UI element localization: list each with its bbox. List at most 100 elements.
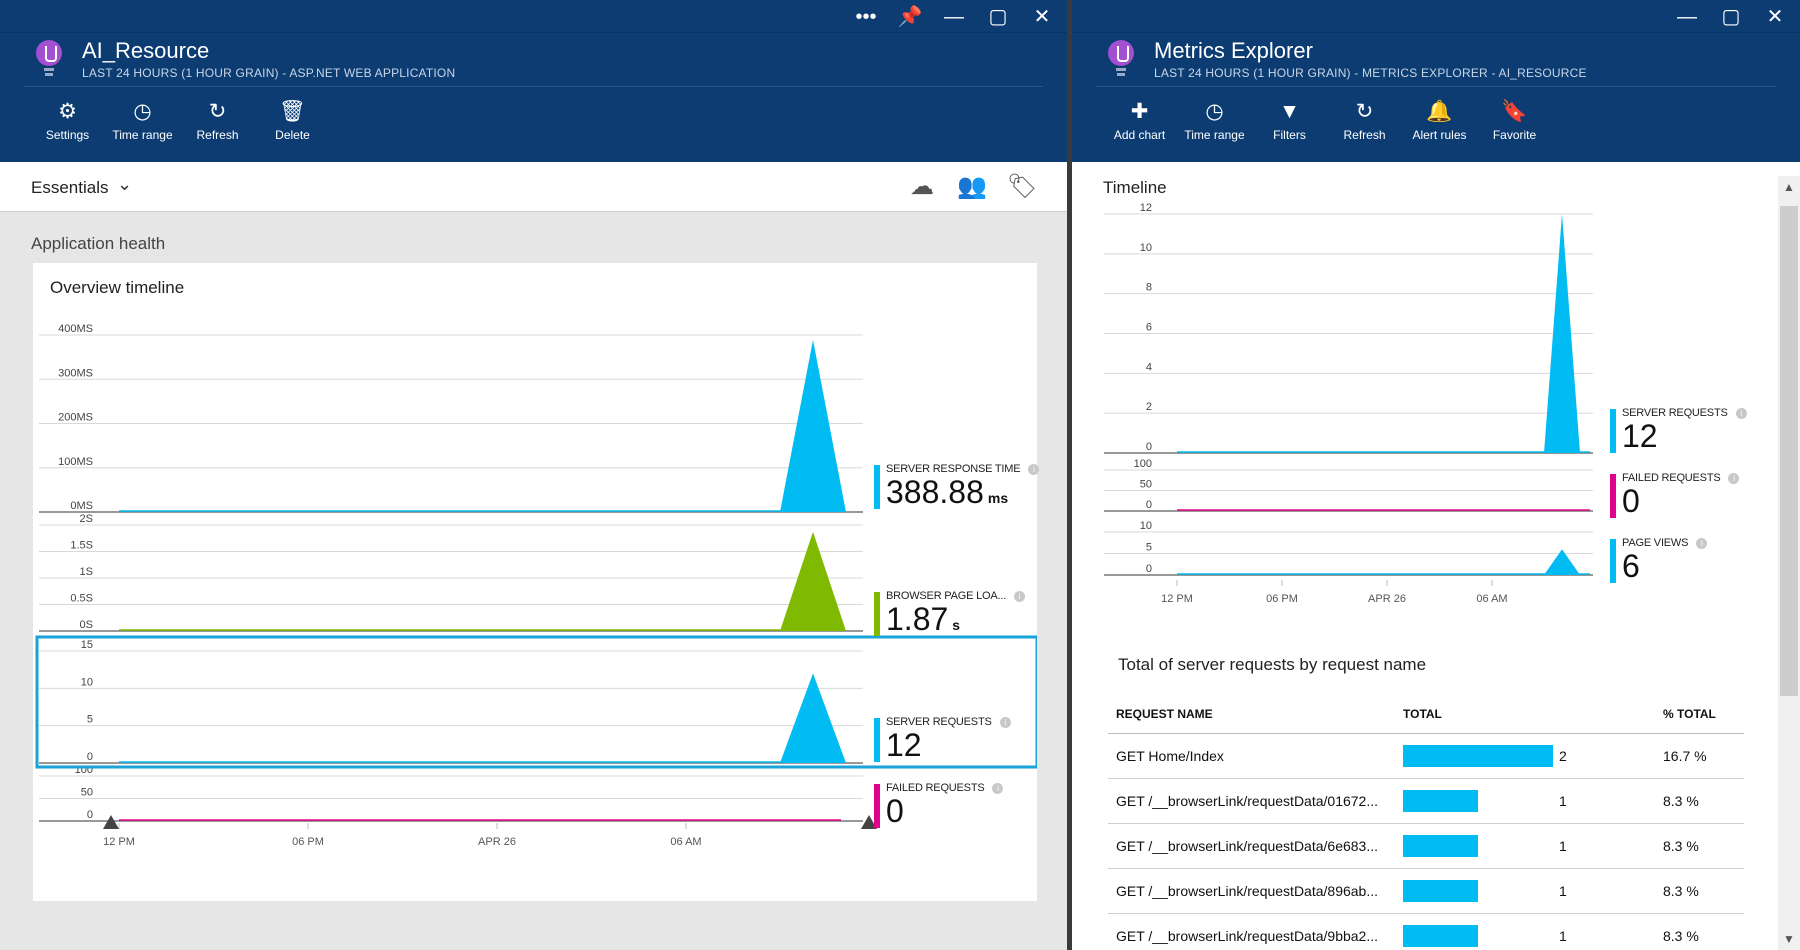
filters-button[interactable]: ▼ Filters bbox=[1252, 98, 1327, 142]
metric-value: 1.87 bbox=[886, 601, 949, 637]
total-bar bbox=[1403, 744, 1553, 767]
column-header-pct-total[interactable]: % TOTAL bbox=[1655, 695, 1744, 734]
table-row[interactable]: GET /__browserLink/requestData/6e683... 1… bbox=[1108, 823, 1744, 869]
info-icon[interactable]: i bbox=[1728, 473, 1740, 484]
metrics-explorer-blade: — ▢ ✕ Metrics Explorer LAST 24 HOURS (1 … bbox=[1072, 0, 1800, 950]
bell-icon: 🔔 bbox=[1426, 100, 1453, 123]
close-icon[interactable]: ✕ bbox=[1033, 6, 1051, 28]
users-icon[interactable]: 👥 bbox=[957, 173, 987, 200]
time-range-button[interactable]: ◷ Time range bbox=[105, 98, 180, 142]
request-name-cell[interactable]: GET /__browserLink/requestData/01672... bbox=[1108, 778, 1403, 824]
vertical-scrollbar[interactable]: ▲ ▼ bbox=[1778, 176, 1800, 950]
table-row[interactable]: GET /__browserLink/requestData/896ab... 1… bbox=[1108, 868, 1744, 914]
info-icon[interactable]: i bbox=[1028, 464, 1040, 475]
minimize-icon[interactable]: — bbox=[944, 6, 964, 28]
y-tick-label: 10 bbox=[1140, 520, 1152, 532]
metric-value: 6 bbox=[1622, 548, 1640, 584]
close-icon[interactable]: ✕ bbox=[1766, 6, 1784, 28]
request-name-cell[interactable]: GET /__browserLink/requestData/9bba2... bbox=[1108, 913, 1403, 950]
refresh-button[interactable]: ↻ Refresh bbox=[1327, 98, 1402, 142]
info-icon[interactable]: i bbox=[992, 783, 1004, 794]
gear-icon: ⚙ bbox=[58, 100, 77, 123]
series-peak bbox=[780, 673, 846, 763]
x-tick-label: 06 AM bbox=[670, 836, 701, 848]
y-tick-label: 100 bbox=[1134, 458, 1152, 470]
chevron-down-icon[interactable]: ⌄ bbox=[117, 174, 133, 194]
table-row[interactable]: GET /__browserLink/requestData/9bba2... 1… bbox=[1108, 913, 1744, 950]
metric-name: SERVER REQUESTS bbox=[1622, 407, 1728, 419]
add-chart-button[interactable]: ✚ Add chart bbox=[1102, 98, 1177, 142]
request-name-cell[interactable]: GET /__browserLink/requestData/896ab... bbox=[1108, 868, 1403, 914]
metric-color-bar bbox=[874, 784, 880, 828]
request-name-cell[interactable]: GET /__browserLink/requestData/6e683... bbox=[1108, 823, 1403, 869]
table-row[interactable]: GET Home/Index 2 16.7 % bbox=[1108, 733, 1744, 779]
y-tick-label: 6 bbox=[1146, 322, 1152, 334]
metric-failed-requests[interactable]: FAILED REQUESTS i 0 bbox=[874, 782, 1004, 828]
metric-value: 12 bbox=[1622, 418, 1658, 454]
metric-server-response-time[interactable]: SERVER RESPONSE TIME i 388.88 ms bbox=[874, 463, 1040, 515]
scrollbar-thumb[interactable] bbox=[1780, 206, 1798, 696]
blade-title: Metrics Explorer bbox=[1154, 38, 1313, 63]
total-bar bbox=[1403, 924, 1478, 947]
metric-unit: ms bbox=[987, 490, 1009, 506]
info-icon[interactable]: i bbox=[999, 717, 1011, 728]
pin-icon[interactable]: 📌 bbox=[897, 6, 923, 28]
maximize-icon[interactable]: ▢ bbox=[988, 6, 1008, 28]
blade-header: ••• 📌 — ▢ ✕ AI_Resource LAST 24 HOURS (1… bbox=[0, 0, 1067, 162]
essentials-bar[interactable]: Essentials ⌄ ☁ 👥 🏷 bbox=[0, 162, 1067, 212]
y-tick-label: 50 bbox=[1140, 479, 1152, 491]
info-icon[interactable]: i bbox=[1696, 538, 1708, 549]
y-tick-label: 300MS bbox=[58, 367, 93, 379]
table-title: Total of server requests by request name bbox=[1118, 655, 1427, 674]
metric-name: SERVER RESPONSE TIME bbox=[886, 463, 1021, 475]
y-tick-label: 50 bbox=[81, 787, 93, 799]
metric-server-requests[interactable]: SERVER REQUESTS i 12 bbox=[874, 716, 1011, 762]
y-tick-label: 1.5S bbox=[70, 540, 93, 552]
more-icon[interactable]: ••• bbox=[855, 6, 877, 28]
scroll-down-icon[interactable]: ▼ bbox=[1783, 932, 1795, 946]
metric-browser-page-load[interactable]: BROWSER PAGE LOA... i 1.87 s bbox=[874, 590, 1026, 642]
pct-total-cell: 8.3 % bbox=[1655, 823, 1744, 869]
selected-chart-outline[interactable] bbox=[35, 635, 1037, 769]
y-tick-label: 15 bbox=[81, 639, 93, 651]
plus-icon: ✚ bbox=[1130, 100, 1149, 123]
table-row[interactable]: GET /__browserLink/requestData/01672... 1… bbox=[1108, 778, 1744, 824]
y-tick-label: 0 bbox=[1146, 441, 1152, 453]
info-icon[interactable]: i bbox=[1014, 591, 1026, 602]
x-tick-label: APR 26 bbox=[1368, 593, 1406, 605]
overview-title: Overview timeline bbox=[50, 278, 185, 297]
y-tick-label: 0 bbox=[1146, 563, 1152, 575]
range-end-handle[interactable] bbox=[861, 815, 877, 829]
cloud-lightning-icon[interactable]: ☁ bbox=[910, 173, 934, 200]
blade-header: — ▢ ✕ Metrics Explorer LAST 24 HOURS (1 … bbox=[1072, 0, 1800, 162]
metric-server-requests[interactable]: SERVER REQUESTS i 12 bbox=[1610, 407, 1747, 453]
request-name-cell[interactable]: GET Home/Index bbox=[1108, 733, 1403, 779]
metric-failed-requests[interactable]: FAILED REQUESTS i 0 bbox=[1610, 472, 1740, 518]
favorite-button[interactable]: 🔖 Favorite bbox=[1477, 98, 1552, 142]
overview-timeline-tile[interactable]: Overview timeline 400MS 300MS 200MS 100MS 0M… bbox=[33, 263, 1040, 901]
filter-icon: ▼ bbox=[1279, 100, 1300, 123]
refresh-button[interactable]: ↻ Refresh bbox=[180, 98, 255, 142]
bookmark-icon: 🔖 bbox=[1501, 100, 1528, 123]
delete-button[interactable]: 🗑 Delete bbox=[255, 98, 330, 142]
column-header-total[interactable]: TOTAL bbox=[1403, 695, 1559, 734]
lightbulb-icon bbox=[34, 38, 64, 78]
trash-icon: 🗑 bbox=[279, 100, 306, 123]
y-tick-label: 200MS bbox=[58, 412, 93, 424]
pct-total-cell: 16.7 % bbox=[1655, 733, 1744, 779]
tag-icon[interactable]: 🏷 bbox=[1007, 173, 1038, 200]
alert-rules-button[interactable]: 🔔 Alert rules bbox=[1402, 98, 1477, 142]
total-bar-cell bbox=[1403, 913, 1559, 950]
maximize-icon[interactable]: ▢ bbox=[1721, 6, 1741, 28]
info-icon[interactable]: i bbox=[1735, 408, 1747, 419]
range-start-handle[interactable] bbox=[103, 815, 119, 829]
scroll-up-icon[interactable]: ▲ bbox=[1783, 180, 1795, 194]
minimize-icon[interactable]: — bbox=[1677, 6, 1697, 28]
metric-page-views[interactable]: PAGE VIEWS i 6 bbox=[1610, 537, 1708, 584]
time-range-button[interactable]: ◷ Time range bbox=[1177, 98, 1252, 142]
y-tick-label: 2S bbox=[80, 513, 93, 525]
column-header-request-name[interactable]: REQUEST NAME bbox=[1108, 695, 1403, 734]
settings-button[interactable]: ⚙ Settings bbox=[30, 98, 105, 142]
